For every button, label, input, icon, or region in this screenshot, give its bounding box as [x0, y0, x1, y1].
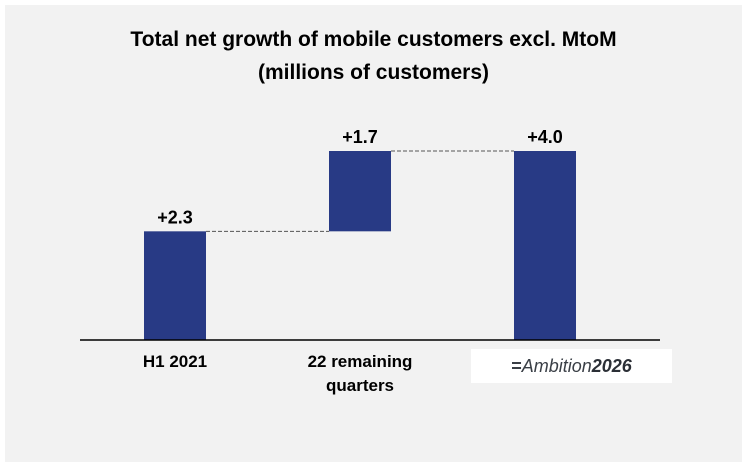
category-label-remaining-quarters: 22 remaining quarters	[307, 352, 413, 395]
bar-2	[329, 151, 391, 232]
category-label-h1-2021: H1 2021	[142, 352, 208, 371]
ambition-2026-logo: = Ambition 2026	[471, 349, 672, 383]
data-label-2: +1.7	[342, 127, 378, 147]
chart-title-line-1: Total net growth of mobile customers exc…	[130, 28, 617, 51]
bar-3	[514, 151, 576, 340]
chart-title-line-2: (millions of customers)	[257, 61, 490, 84]
bar-1	[144, 231, 206, 340]
chart-panel	[5, 5, 742, 462]
data-label-3: +4.0	[527, 127, 563, 147]
data-label-1: +2.3	[157, 207, 193, 227]
